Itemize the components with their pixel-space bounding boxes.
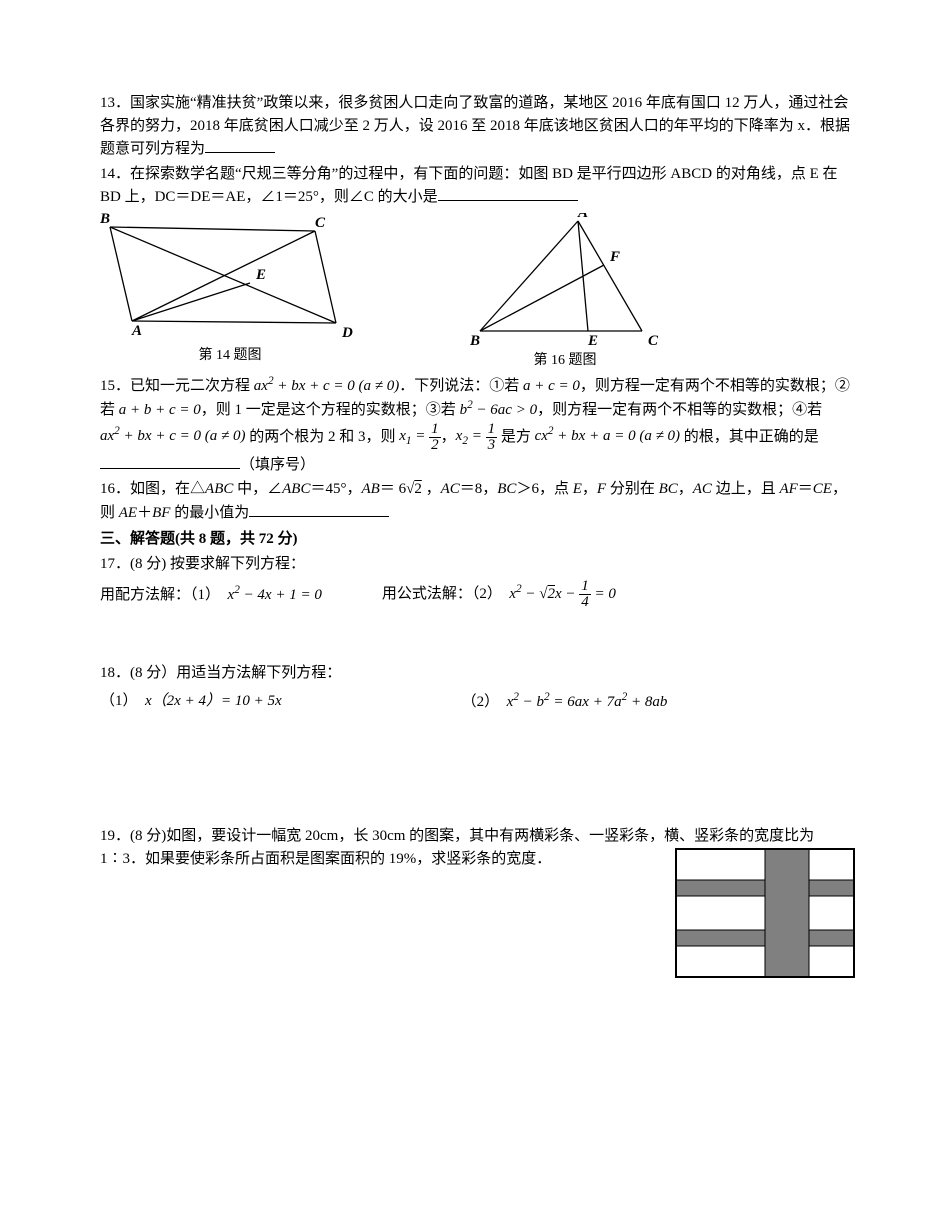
q18-left-eq: x（2x + 4）= 10 + 5x <box>141 693 281 709</box>
svg-text:F: F <box>609 249 620 265</box>
question-13: 13．国家实施“精准扶贫”政策以来，很多贫困人口走向了致富的道路，某地区 201… <box>100 92 855 161</box>
page: 13．国家实施“精准扶贫”政策以来，很多贫困人口走向了致富的道路，某地区 201… <box>0 0 945 1020</box>
q15-eq3: a + b + c = 0 <box>119 402 201 418</box>
svg-text:E: E <box>587 333 598 348</box>
q18-right-label: （2） <box>462 694 500 710</box>
q15-eq2: a + c = 0 <box>523 378 580 394</box>
svg-text:A: A <box>577 213 588 221</box>
q15-number: 15． <box>100 378 130 394</box>
q14-blank <box>438 185 578 201</box>
q17-right-label: 用公式法解：（2） <box>382 586 502 602</box>
q18-lead: (8 分）用适当方法解下列方程： <box>130 665 341 681</box>
q15-text-g: 是方 <box>497 428 535 444</box>
question-14: 14．在探索数学名题“尺规三等分角”的过程中，有下面的问题：如图 BD 是平行四… <box>100 163 855 209</box>
q18-number: 18． <box>100 665 130 681</box>
q18-equations: （1） x（2x + 4）= 10 + 5x （2） x2 − b2 = 6ax… <box>100 689 855 714</box>
q15-text-b: ．下列说法：①若 <box>399 378 523 394</box>
q15-text-e: ，则方程一定有两个不相等的实数根；④若 <box>537 402 822 418</box>
question-16: 16．如图，在△ABC 中，∠ABC＝45°，AB＝ 6√2 ，AC＝8，BC＞… <box>100 478 855 524</box>
svg-text:D: D <box>341 325 353 341</box>
spacer-2 <box>100 713 855 823</box>
figure-14-caption: 第 14 题图 <box>199 345 262 366</box>
q17-right: 用公式法解：（2） x2 − √2x − 14 = 0 <box>382 579 616 610</box>
figure-16-caption: 第 16 题图 <box>534 350 597 371</box>
q17-lead: (8 分) 按要求解下列方程： <box>130 556 305 572</box>
section-3-title: 三、解答题(共 8 题，共 72 分) <box>100 528 855 551</box>
q15-text-d: ，则 1 一定是这个方程的实数根；③若 <box>201 402 460 418</box>
figure-14-block: A B C D E 第 14 题图 <box>100 213 360 371</box>
svg-text:E: E <box>255 267 266 283</box>
figure-14-diagram: A B C D E <box>100 213 360 343</box>
q15-text-h: 的根，其中正确的是 <box>680 428 819 444</box>
q15-eq1: ax2 + bx + c = 0 (a ≠ 0) <box>254 378 399 394</box>
q17-equations: 用配方法解：（1） x2 − 4x + 1 = 0 用公式法解：（2） x2 −… <box>100 579 855 610</box>
svg-text:C: C <box>648 333 659 348</box>
q18-left: （1） x（2x + 4）= 10 + 5x <box>100 690 282 713</box>
spacer-1 <box>100 610 855 660</box>
figures-row: A B C D E 第 14 题图 A B C E F 第 16 题图 <box>100 213 855 371</box>
figure-16-diagram: A B C E F <box>470 213 660 348</box>
q16-blank <box>249 501 389 517</box>
figure-19-diagram <box>675 848 855 978</box>
q15-eq4: b2 − 6ac > 0 <box>460 402 538 418</box>
q15-eq5: ax2 + bx + c = 0 (a ≠ 0) <box>100 428 245 444</box>
question-19: 19．(8 分)如图，要设计一幅宽 20cm，长 30cm 的图案，其中有两横彩… <box>100 825 855 978</box>
question-18: 18．(8 分）用适当方法解下列方程： <box>100 662 855 685</box>
q16-text: 如图，在△ABC 中，∠ABC＝45°，AB＝ 6√2 ，AC＝8，BC＞6，点… <box>100 481 847 521</box>
q18-right: （2） x2 − b2 = 6ax + 7a2 + 8ab <box>462 689 668 714</box>
q17-left-eq: x2 − 4x + 1 = 0 <box>224 587 322 603</box>
svg-text:C: C <box>315 215 326 231</box>
q15-comma: ， <box>441 428 456 444</box>
svg-text:B: B <box>470 333 480 348</box>
q15-eq6a: x1 = 12 <box>399 428 440 444</box>
q14-number: 14． <box>100 166 130 182</box>
q15-tail: （填序号） <box>240 457 315 473</box>
q17-number: 17． <box>100 556 130 572</box>
q13-number: 13． <box>100 95 130 111</box>
figure-16-block: A B C E F 第 16 题图 <box>470 213 660 371</box>
q17-left-label: 用配方法解：（1） <box>100 587 220 603</box>
q15-text-a: 已知一元二次方程 <box>130 378 254 394</box>
q16-number: 16． <box>100 481 130 497</box>
q15-eq7: cx2 + bx + a = 0 (a ≠ 0) <box>535 428 680 444</box>
q15-text-f: 的两个根为 2 和 3，则 <box>245 428 399 444</box>
figure-19-block <box>675 848 855 978</box>
q15-blank <box>100 453 240 469</box>
q13-blank <box>205 137 275 153</box>
q18-left-label: （1） <box>100 693 138 709</box>
q17-right-eq: x2 − √2x − 14 = 0 <box>506 586 616 602</box>
question-15: 15．已知一元二次方程 ax2 + bx + c = 0 (a ≠ 0)．下列说… <box>100 373 855 477</box>
svg-text:A: A <box>131 323 142 339</box>
question-17: 17．(8 分) 按要求解下列方程： <box>100 553 855 576</box>
q19-number: 19． <box>100 828 130 844</box>
q18-right-eq: x2 − b2 = 6ax + 7a2 + 8ab <box>503 694 667 710</box>
q15-eq6b: x2 = 13 <box>456 428 497 444</box>
svg-text:B: B <box>100 213 110 227</box>
q17-left: 用配方法解：（1） x2 − 4x + 1 = 0 <box>100 582 322 607</box>
